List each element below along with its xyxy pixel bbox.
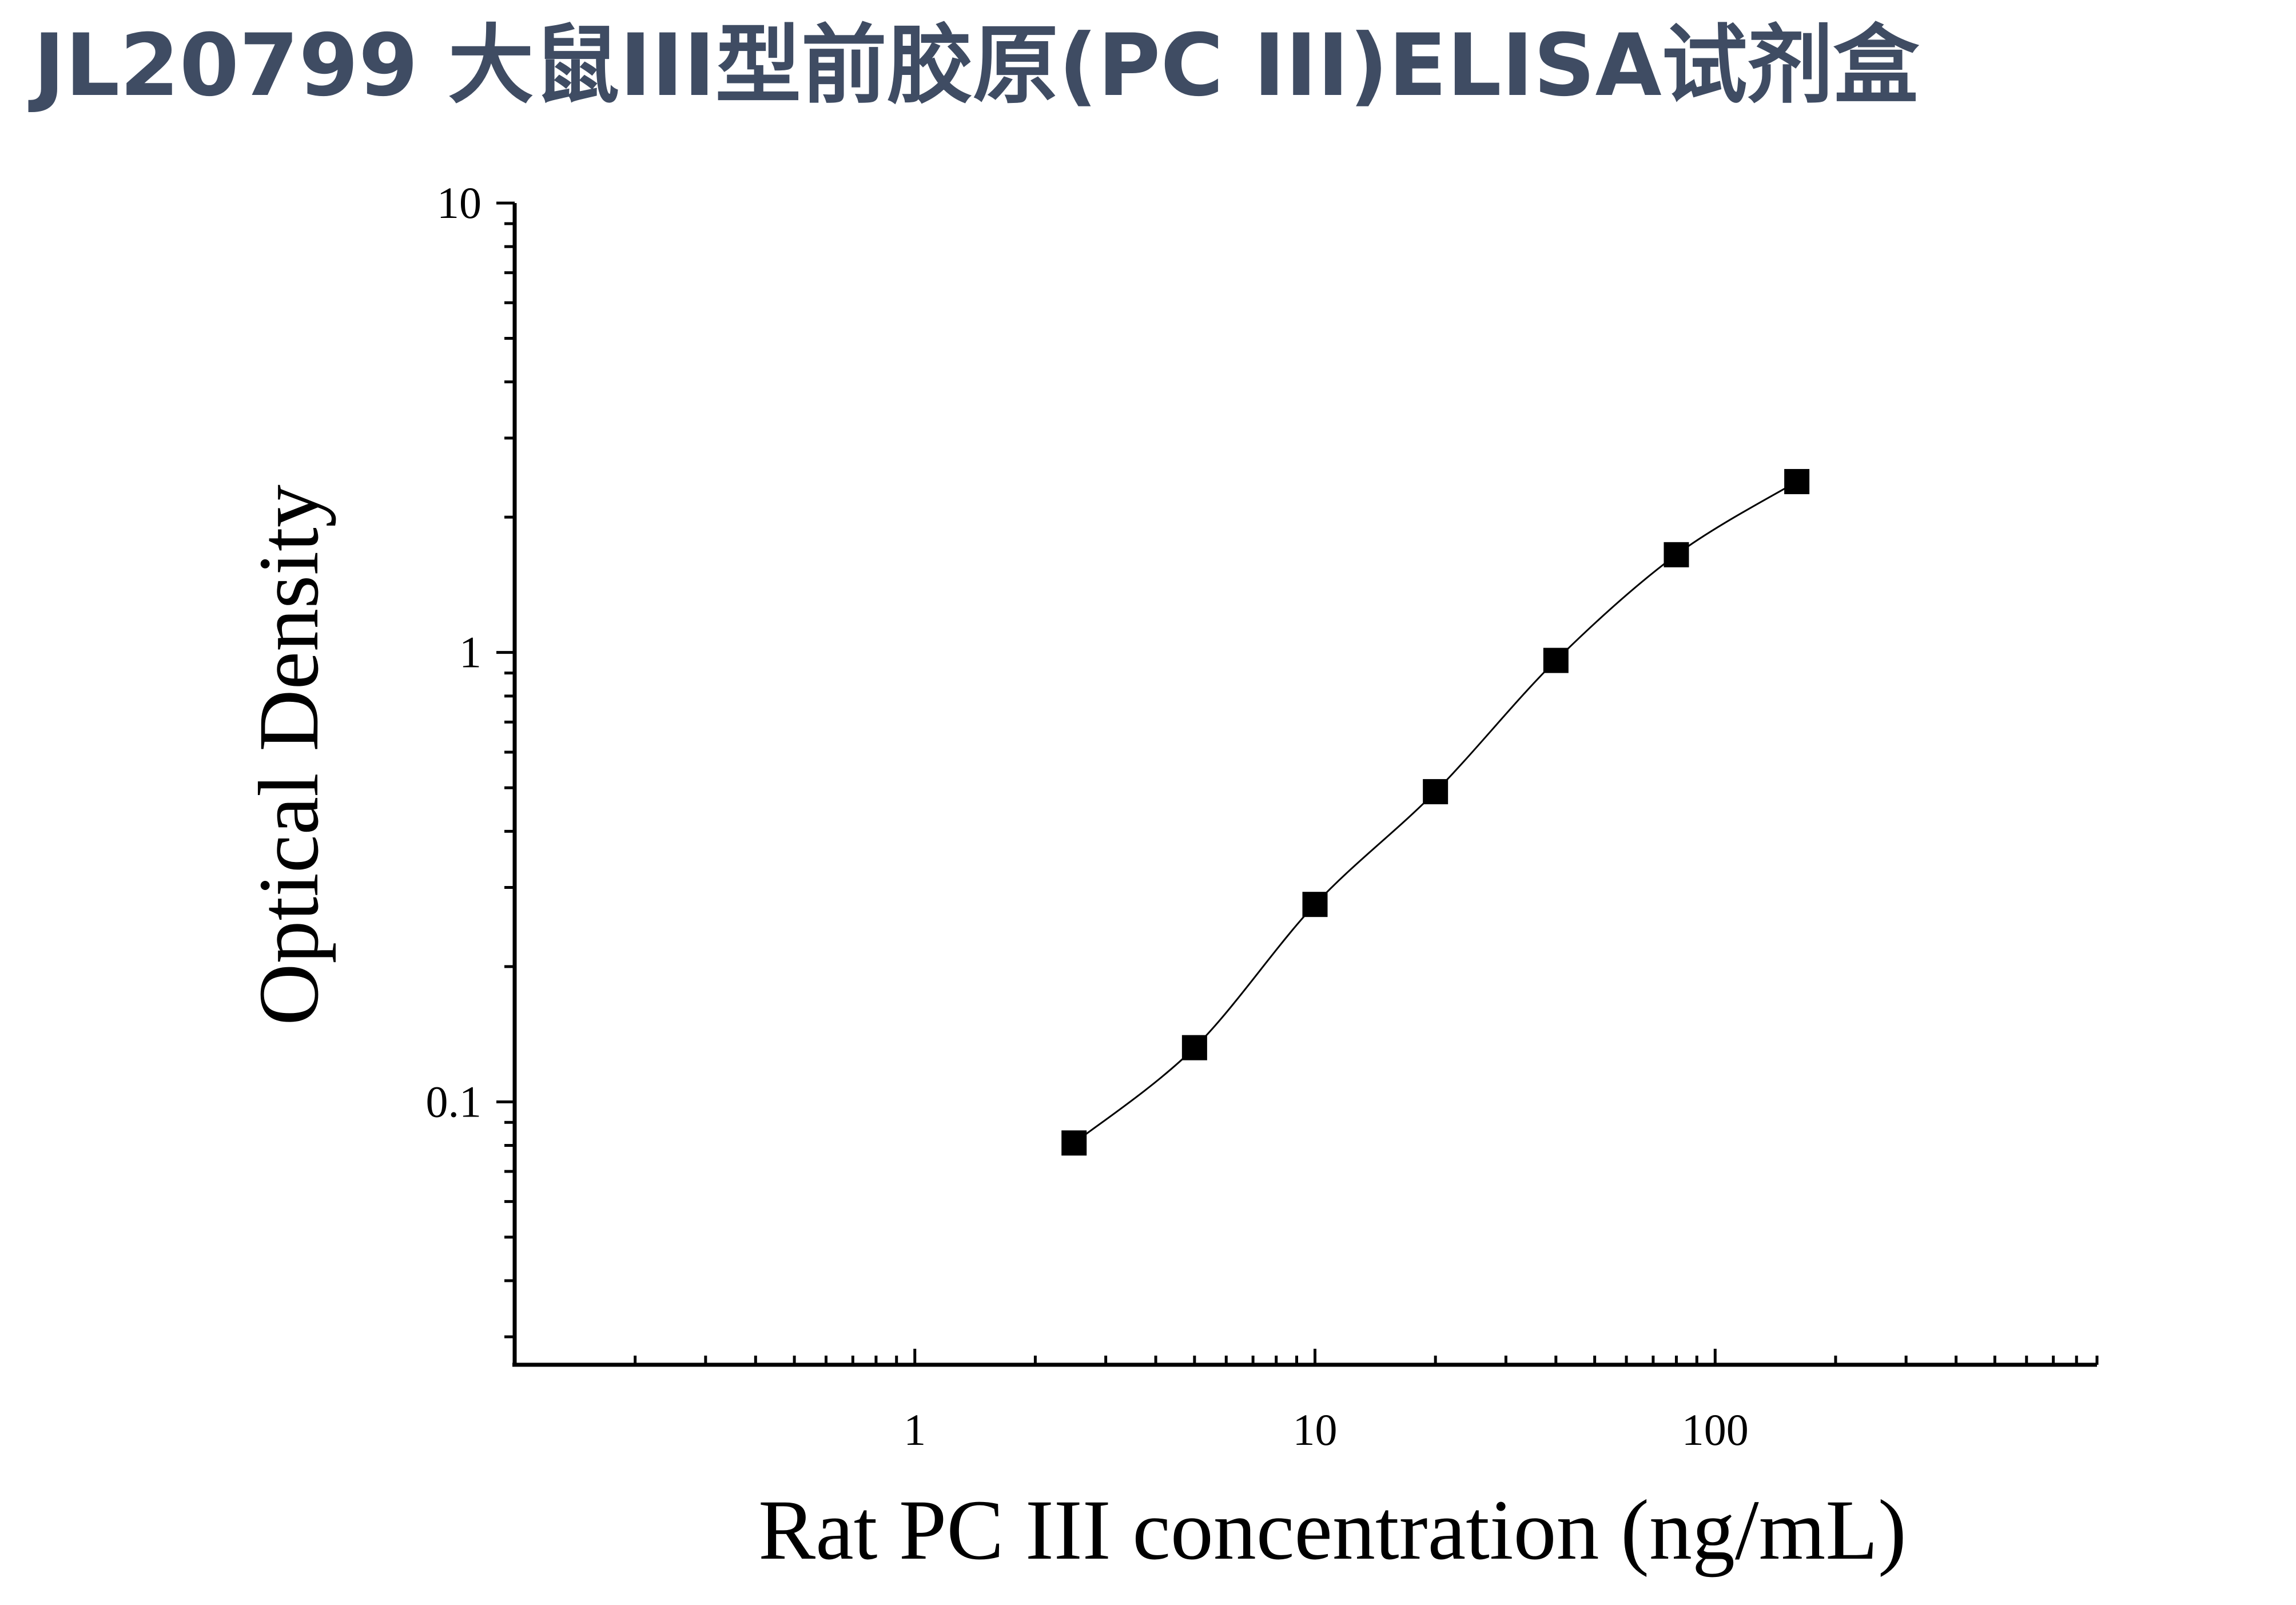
data-point [1302,892,1328,917]
data-point [1181,1035,1207,1060]
data-point [1784,468,1810,494]
data-point [1543,647,1569,673]
axis-ticks [496,201,2099,1365]
y-tick-label: 10 [437,178,482,228]
y-tick-label: 1 [459,627,482,677]
y-tick-label: 0.1 [426,1076,482,1126]
x-tick-label: 1 [904,1405,926,1455]
data-point [1061,1130,1087,1156]
x-tick-label: 100 [1682,1405,1749,1455]
x-axis-title: Rat PC III concentration (ng/mL) [758,1483,1907,1578]
tick-labels: 1 10 100 0.1 1 10 [426,178,1749,1455]
data-points [1061,468,1810,1156]
data-point [1664,542,1689,567]
y-axis-title: Optical Density [241,484,336,1026]
page-title: JL20799 大鼠III型前胶原(PC III)ELISA试剂盒 [33,16,1919,116]
x-tick-label: 10 [1293,1405,1338,1455]
data-point [1423,779,1449,805]
